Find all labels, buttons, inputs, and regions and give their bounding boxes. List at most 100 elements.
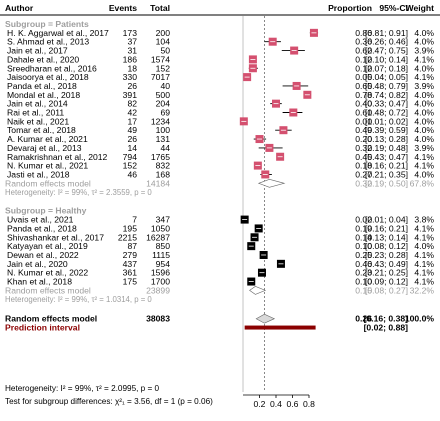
study-proportion: 0.05 <box>355 72 372 82</box>
header-proportion: Proportion <box>328 3 372 13</box>
header-author: Author <box>5 3 34 13</box>
header-ci: 95%-CI <box>379 3 408 13</box>
study-proportion: 0.19 <box>355 223 372 233</box>
study-ci: [0.43; 0.47] <box>365 152 408 162</box>
study-proportion: 0.40 <box>355 99 372 109</box>
study-ci: [0.04; 0.05] <box>365 72 408 82</box>
study-weight: 4.0% <box>414 134 434 144</box>
subgroup-summary-label: Random effects model <box>5 285 91 295</box>
study-ci: [0.47; 0.75] <box>365 46 408 56</box>
study-weight: 4.0% <box>414 241 434 251</box>
study-weight: 4.0% <box>414 116 434 126</box>
study-total: 1574 <box>151 54 170 64</box>
study-total: 7017 <box>151 72 170 82</box>
study-ci: [0.16; 0.21] <box>365 223 408 233</box>
study-events: 195 <box>123 223 138 233</box>
study-events: 37 <box>127 37 137 47</box>
study-name: Jain et al., 2020 <box>7 259 68 269</box>
study-name: Jaisoorya et al., 2018 <box>7 72 89 82</box>
study-name: Jain et al., 2014 <box>7 99 68 109</box>
study-total: 850 <box>156 241 171 251</box>
subgroup-summary-proportion: 0.32 <box>355 178 372 188</box>
study-events: 794 <box>123 152 138 162</box>
study-ci: [0.10; 0.14] <box>365 54 408 64</box>
study-proportion: 0.65 <box>355 81 372 91</box>
study-events: 46 <box>127 169 137 179</box>
study-total: 204 <box>156 99 171 109</box>
overall-summary-total: 38083 <box>146 314 170 324</box>
study-name: Khan et al., 2018 <box>7 277 72 287</box>
subgroup-summary-ci: [0.19; 0.50] <box>365 178 408 188</box>
subgroup-label: Subgroup = Patients <box>5 19 89 29</box>
x-axis-tick-label: 0.4 <box>270 399 282 409</box>
study-ci: [0.39; 0.59] <box>365 125 408 135</box>
study-total: 44 <box>160 143 170 153</box>
x-axis-tick-label: 0.8 <box>303 399 315 409</box>
study-weight: 3.9% <box>414 46 434 56</box>
study-proportion: 0.78 <box>355 90 372 100</box>
study-weight: 4.1% <box>414 152 434 162</box>
overall-summary-ci: [0.16; 0.38] <box>364 314 409 324</box>
study-weight: 4.0% <box>414 37 434 47</box>
study-total: 131 <box>156 134 171 144</box>
prediction-interval-label: Prediction interval <box>5 323 80 333</box>
study-ci: [0.13; 0.14] <box>365 232 408 242</box>
study-events: 31 <box>127 46 137 56</box>
study-proportion: 0.10 <box>355 241 372 251</box>
study-name: H. K. Aggarwal et al., 2017 <box>7 28 109 38</box>
study-name: Jain et al., 2017 <box>7 46 68 56</box>
study-proportion: 0.25 <box>355 250 372 260</box>
study-proportion: 0.18 <box>355 161 372 171</box>
study-events: 152 <box>123 161 138 171</box>
study-weight: 4.1% <box>414 250 434 260</box>
study-name: Sreedharan et al., 2016 <box>7 63 97 73</box>
study-weight: 4.0% <box>414 63 434 73</box>
study-events: 437 <box>123 259 138 269</box>
study-events: 186 <box>123 54 138 64</box>
study-total: 500 <box>156 90 171 100</box>
study-total: 16287 <box>146 232 170 242</box>
study-events: 173 <box>123 28 138 38</box>
prediction-interval-bar <box>244 325 316 330</box>
study-proportion: 0.20 <box>355 134 372 144</box>
study-ci: [0.81; 0.91] <box>365 28 408 38</box>
subgroup-label: Subgroup = Healthy <box>5 206 87 216</box>
study-weight: 4.1% <box>414 161 434 171</box>
study-weight: 4.1% <box>414 259 434 269</box>
study-total: 69 <box>160 108 170 118</box>
study-weight: 4.0% <box>414 28 434 38</box>
study-ci: [0.33; 0.47] <box>365 99 408 109</box>
subgroup-summary-diamond <box>249 286 267 295</box>
study-ci: [0.01; 0.04] <box>365 215 408 225</box>
study-total: 152 <box>156 63 171 73</box>
study-name: Tomar et al., 2018 <box>7 125 76 135</box>
subgroup-summary-total: 14184 <box>146 178 170 188</box>
study-total: 1596 <box>151 268 170 278</box>
study-name: Jasti et al., 2018 <box>7 169 70 179</box>
subgroup-summary-total: 23899 <box>146 285 170 295</box>
subgroup-difference-test: Test for subgroup differences: χ²₁ = 3.5… <box>5 397 213 406</box>
study-proportion: 0.32 <box>355 143 372 153</box>
overall-heterogeneity: Heterogeneity: I² = 99%, τ² = 2.0995, p … <box>5 384 160 393</box>
study-events: 87 <box>127 241 137 251</box>
study-total: 1234 <box>151 116 170 126</box>
study-events: 17 <box>127 116 137 126</box>
prediction-interval-ci: [0.02; 0.88] <box>364 323 409 333</box>
study-weight: 4.1% <box>414 223 434 233</box>
study-weight: 4.0% <box>414 125 434 135</box>
study-weight: 3.9% <box>414 81 434 91</box>
study-total: 1700 <box>151 277 170 287</box>
study-ci: [0.13; 0.28] <box>365 134 408 144</box>
study-name: Naik et al., 2021 <box>7 116 69 126</box>
study-weight: 4.0% <box>414 99 434 109</box>
x-axis-tick-label: 0.2 <box>254 399 266 409</box>
study-events: 82 <box>127 99 137 109</box>
study-proportion: 0.02 <box>355 215 372 225</box>
study-events: 49 <box>127 125 137 135</box>
study-weight: 3.8% <box>414 215 434 225</box>
study-total: 1115 <box>152 250 170 260</box>
study-ci: [0.01; 0.02] <box>365 116 408 126</box>
study-name: N. Kumar et al., 2022 <box>7 268 88 278</box>
study-weight: 3.9% <box>414 143 434 153</box>
